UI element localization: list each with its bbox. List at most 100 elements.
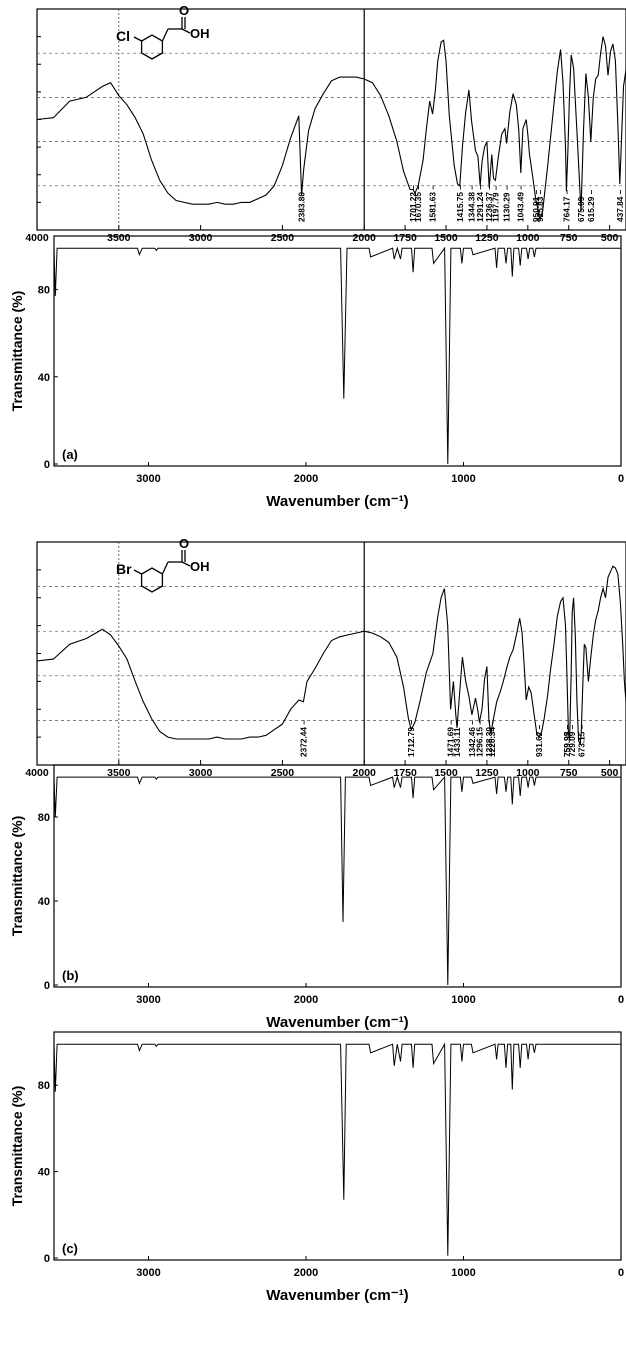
peak-label: 1712.79 – [406,720,416,757]
x-tick-label: 1250 [475,232,499,244]
figure-layer: 4000 3500 3000 2500 2000 1750 1500 1250 1000 750 5… [9,3,626,1304]
x-tick-label: 1750 [393,232,417,244]
y-tick-label: 0 [44,1253,50,1265]
halogen-label: Cl [116,28,130,44]
x-axis-label: Wavenumber (cm⁻¹) [266,1014,408,1031]
peak-label: 1043.49 – [516,185,526,222]
x-tick-label: 2000 [294,1267,318,1279]
computed-c-panel: 0 40 80 3000 2000 1000 0 (c) Wavenumber (cm⁻¹) Tr… [9,1031,624,1304]
peak-label: 1291.24 – [475,185,485,222]
peak-label: 1581.63 – [428,185,438,222]
carbonyl-oxygen-label: O [179,536,189,551]
peak-label: 1344.38 – [466,185,476,222]
bond [133,569,142,575]
x-tick-label: 3000 [136,473,160,485]
x-tick-label: 1000 [516,767,540,779]
x-tick-label: 2500 [271,232,295,244]
panel-label: (a) [62,447,78,462]
spectrum-line [53,775,621,986]
x-axis-label: Wavenumber (cm⁻¹) [266,1287,408,1304]
y-tick-label: 0 [44,459,50,471]
peak-label: 675.09 – [576,189,586,222]
x-tick-label: 1000 [451,1267,475,1279]
y-tick-label: 0 [44,980,50,992]
x-tick-label: 500 [601,767,619,779]
computed-b-panel: 0 40 80 3000 2000 1000 0 (b) Wavenumber (cm⁻¹) Tr… [9,764,624,1031]
x-tick-label: 1500 [434,767,458,779]
y-tick-label: 80 [38,1080,50,1092]
halogen-label: Br [116,561,132,577]
peak-label: 1670.35 – [413,185,423,222]
y-axis-label: Transmittance (%) [9,816,25,937]
x-tick-label: 750 [560,232,578,244]
peak-label: 925.83 – [535,189,545,222]
x-tick-label: 4000 [25,767,49,779]
y-axis-label: Transmittance (%) [9,291,25,412]
spectrum-line [36,565,626,745]
x-tick-label: 1250 [475,767,499,779]
experimental-chloro-panel: 4000 3500 3000 2500 2000 1750 1500 1250 1000 750 5… [25,3,626,244]
plot-frame [53,235,622,467]
x-tick-label: 3500 [107,232,131,244]
y-tick-label: 40 [38,896,50,908]
x-tick-label: 2500 [271,767,295,779]
plot-frame [53,764,622,988]
spectrum-line [53,246,621,465]
peak-label: 437.84 – [615,189,625,222]
x-tick-label: 2000 [294,994,318,1006]
x-tick-label: 2000 [353,767,377,779]
peak-label: 673.15 – [576,724,586,757]
x-tick-label: 3000 [136,994,160,1006]
x-tick-label: 3000 [189,232,213,244]
x-tick-label: 3000 [189,767,213,779]
y-tick-label: 40 [38,1167,50,1179]
panel-label: (c) [62,1241,78,1256]
peak-label: 931.62 – [534,724,544,757]
acid-group-label: OH [190,26,210,41]
x-tick-label: 1000 [451,994,475,1006]
peak-label: 759.95 – [562,724,572,757]
peak-label: 1342.46 – [467,720,477,757]
bond [161,28,169,42]
panel-label: (b) [62,968,79,983]
y-tick-label: 80 [38,285,50,297]
peak-label: 1701.22 – [408,185,418,222]
peak-label: 615.29 – [586,189,596,222]
y-tick-label: 40 [38,372,50,384]
x-tick-label: 1500 [434,232,458,244]
x-tick-label: 1000 [516,232,540,244]
peak-label: 1130.29 – [502,185,512,222]
peak-label: 950.91 – [531,189,541,222]
spectrum-line [53,1042,621,1256]
x-tick-label: 3500 [107,767,131,779]
peak-label: 1236.37 – [484,185,494,222]
bond [181,28,191,34]
peak-label: 729.09 – [567,724,577,757]
peak-label: 2383.80 – [296,185,306,222]
x-tick-label: 1750 [393,767,417,779]
x-tick-label: 750 [560,767,578,779]
peak-label: 1296.15 – [474,720,484,757]
x-tick-label: 1000 [451,473,475,485]
x-tick-label: 0 [618,994,624,1006]
peak-label: 1433.11 – [452,720,462,757]
x-tick-label: 500 [601,232,619,244]
acid-group-label: OH [190,559,210,574]
peak-label: 1471.69 – [446,720,456,757]
x-tick-label: 2000 [353,232,377,244]
y-axis-label: Transmittance (%) [9,1086,25,1207]
peak-label: 2372.44 – [298,720,308,757]
x-tick-label: 4000 [25,232,49,244]
peak-label: 759.92 – [562,724,572,757]
peak-label: 764.17 – [561,189,571,222]
peak-label: 1415.75 – [455,185,465,222]
peak-label: 1238.30 – [484,720,494,757]
spectrum-line [36,36,626,222]
x-tick-label: 0 [618,473,624,485]
x-tick-label: 0 [618,1267,624,1279]
computed-a-panel: 0 40 80 3000 2000 1000 0 (a) Wavenumber (cm⁻¹) Tr… [9,235,624,510]
x-axis-label: Wavenumber (cm⁻¹) [266,493,408,510]
peak-label: 1197.79 – [490,185,500,222]
